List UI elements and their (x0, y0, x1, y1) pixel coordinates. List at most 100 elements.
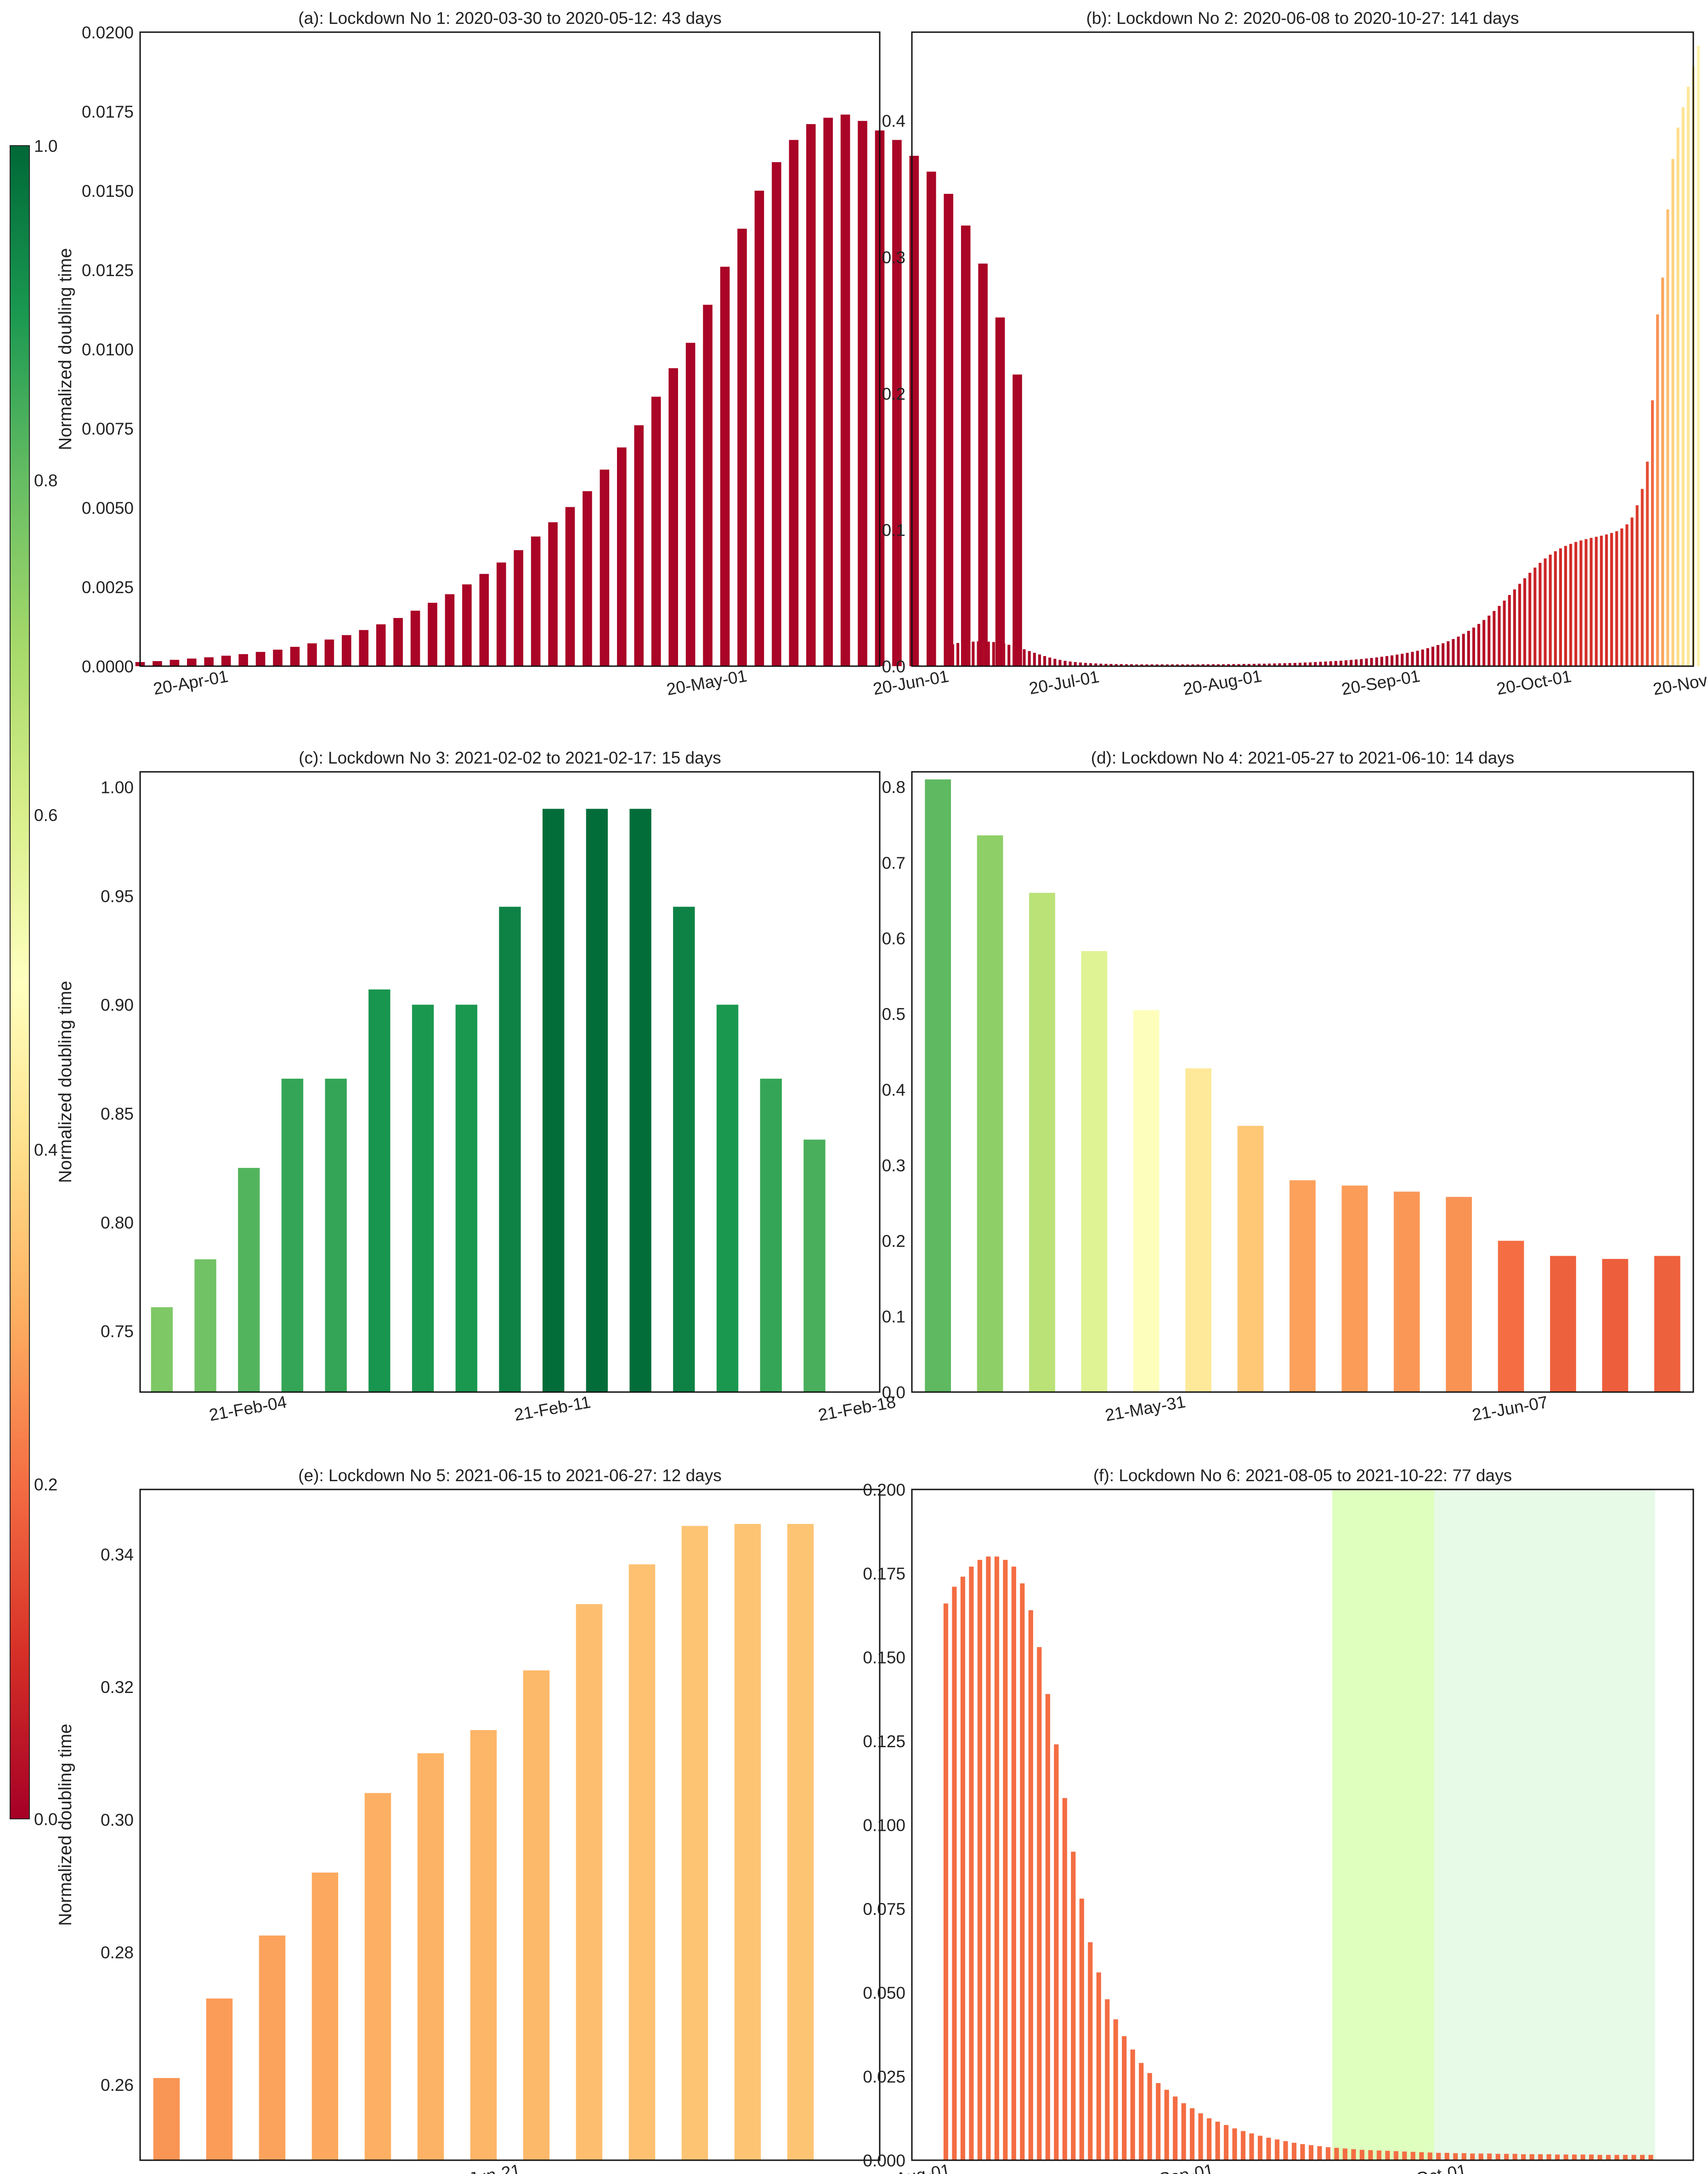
bar-b-105 (1482, 620, 1486, 666)
bar-f-26 (1164, 2089, 1169, 2160)
bar-b-118 (1549, 555, 1552, 666)
bar-b-86 (1385, 656, 1388, 666)
bar-b-89 (1401, 653, 1404, 666)
bar-e-3 (311, 1872, 339, 2160)
bar-b-51 (1206, 664, 1210, 666)
y-tick-label-c-1: 0.80 (101, 1213, 134, 1232)
bar-a-22 (514, 550, 524, 666)
bar-b-95 (1431, 646, 1435, 666)
bar-b-88 (1396, 654, 1399, 666)
bar-f-76 (1589, 2154, 1594, 2160)
bar-a-9 (290, 646, 300, 666)
bar-b-129 (1605, 534, 1608, 666)
bar-b-5 (972, 641, 975, 666)
bar-b-110 (1508, 595, 1511, 666)
bar-b-31 (1104, 663, 1108, 666)
bar-d-7 (1289, 1180, 1316, 1392)
bar-b-35 (1125, 664, 1128, 666)
bar-f-50 (1368, 2150, 1373, 2160)
bar-e-1 (206, 1998, 233, 2160)
bar-a-14 (376, 624, 386, 666)
bar-b-130 (1610, 533, 1613, 666)
bar-a-17 (428, 603, 437, 666)
y-tick-label-f-0: 0.000 (863, 2151, 905, 2170)
bar-b-85 (1380, 657, 1383, 666)
y-tick-label-f-5: 0.125 (863, 1732, 905, 1751)
bar-b-135 (1635, 505, 1639, 666)
bar-b-92 (1416, 651, 1419, 666)
bar-b-111 (1513, 589, 1516, 666)
bar-f-61 (1461, 2153, 1466, 2160)
bar-a-4 (204, 657, 214, 666)
y-tick-label-f-4: 0.100 (863, 1816, 905, 1834)
bar-b-100 (1457, 636, 1460, 666)
bar-b-91 (1411, 651, 1414, 666)
bar-f-1 (952, 1586, 957, 2160)
shaded-span-f-1 (1434, 1489, 1655, 2160)
bar-b-59 (1247, 664, 1250, 666)
axes-frame-f (911, 1489, 1694, 2161)
bar-f-64 (1487, 2153, 1492, 2160)
bar-b-24 (1069, 661, 1072, 666)
bar-f-7 (1003, 1560, 1008, 2160)
bar-b-25 (1074, 662, 1077, 666)
bar-f-32 (1215, 2122, 1220, 2160)
bar-f-55 (1410, 2151, 1415, 2160)
bar-b-3 (961, 642, 965, 666)
panel-c: 0.75 0.80 0.85 0.90 0.95 1.00 21-Feb-04 21-Feb-… (56, 748, 897, 1425)
x-tick-label-b-3: 20-Sep-01 (1340, 666, 1421, 698)
bar-f-14 (1062, 1798, 1067, 2160)
bar-b-120 (1559, 548, 1562, 666)
y-tick-label-a-7: 0.0175 (82, 102, 134, 121)
x-tick-label-a-0: 20-Apr-01 (152, 667, 230, 698)
bar-b-30 (1099, 663, 1103, 666)
bar-b-82 (1365, 658, 1368, 666)
y-tick-label-a-8: 0.0200 (82, 23, 134, 42)
bar-b-138 (1651, 400, 1654, 666)
bar-f-80 (1623, 2155, 1628, 2160)
panel-a: 0.0000 0.0025 0.0050 0.0075 0.0100 0.0125 0.01… (56, 9, 1022, 699)
bar-e-10 (681, 1526, 708, 2160)
bar-f-62 (1470, 2153, 1475, 2160)
bar-a-10 (307, 643, 317, 666)
bar-c-1 (194, 1259, 216, 1392)
bar-f-68 (1521, 2154, 1526, 2160)
bar-b-127 (1595, 537, 1598, 666)
bar-f-22 (1130, 2049, 1135, 2160)
bar-b-0 (946, 645, 949, 666)
axes-frame-d (911, 771, 1694, 1393)
y-tick-label-d-7: 0.7 (882, 854, 905, 872)
bar-b-66 (1283, 663, 1286, 666)
bar-a-45 (909, 156, 919, 667)
bar-a-26 (583, 491, 592, 666)
y-tick-label-a-3: 0.0075 (82, 419, 134, 438)
bar-b-125 (1584, 539, 1588, 666)
bar-e-8 (576, 1604, 603, 2160)
bar-f-10 (1028, 1610, 1033, 2160)
colorbar-tick-label-4: 0.8 (34, 471, 57, 490)
x-tick-label-d-0: 21-May-31 (1103, 1392, 1187, 1425)
bar-a-37 (772, 162, 781, 666)
bar-f-70 (1538, 2154, 1543, 2160)
bar-b-128 (1600, 535, 1603, 666)
bar-a-18 (445, 594, 455, 666)
bar-d-0 (925, 779, 951, 1392)
bar-b-33 (1114, 664, 1118, 666)
bar-a-19 (462, 584, 472, 666)
bar-b-78 (1344, 660, 1348, 666)
x-tick-label-c-0: 21-Feb-04 (208, 1393, 288, 1425)
colorbar-tick-label-0: 0.0 (34, 1810, 57, 1829)
bar-b-40 (1150, 664, 1154, 666)
bar-a-11 (324, 640, 334, 666)
bar-d-13 (1602, 1259, 1629, 1392)
axes-frame-e (139, 1489, 881, 2161)
bar-b-34 (1120, 664, 1123, 666)
bar-c-2 (238, 1168, 260, 1392)
bar-b-50 (1201, 664, 1205, 666)
bar-a-20 (479, 574, 489, 666)
bar-c-14 (760, 1078, 782, 1392)
bar-b-137 (1646, 461, 1649, 666)
bar-b-8 (987, 641, 990, 666)
y-tick-label-a-4: 0.0100 (82, 340, 134, 359)
bar-b-45 (1176, 664, 1179, 666)
